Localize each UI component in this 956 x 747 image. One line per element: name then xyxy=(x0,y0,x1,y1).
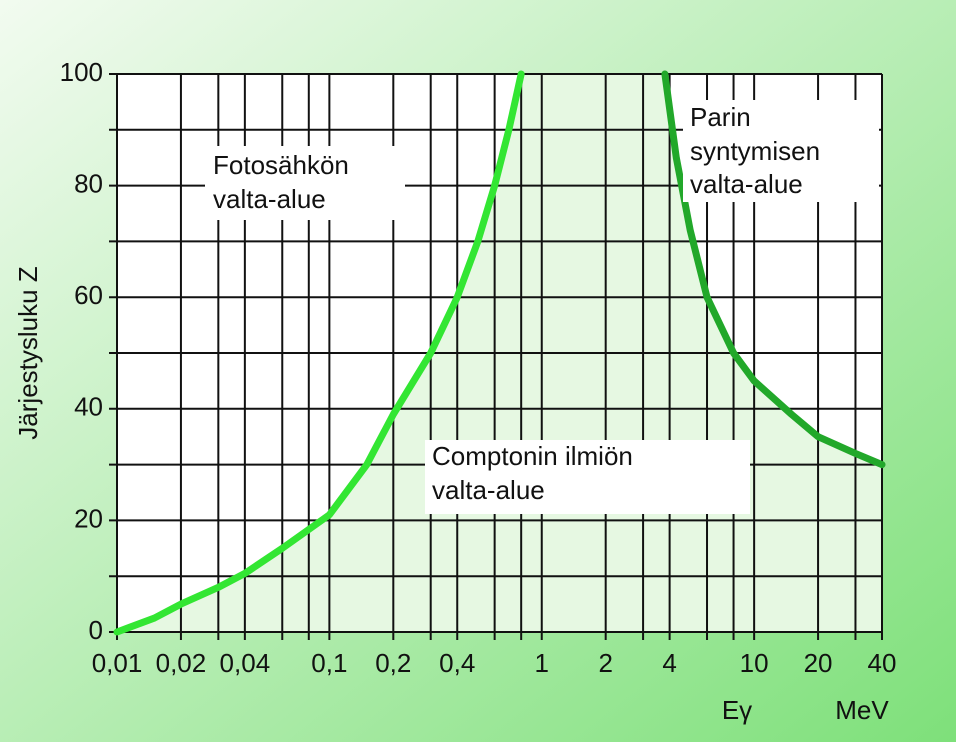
y-tick-label: 80 xyxy=(74,168,103,198)
y-tick-label: 0 xyxy=(89,615,103,645)
annotation: syntymisen xyxy=(690,136,820,166)
annotation: Parin xyxy=(690,102,751,132)
label-box xyxy=(205,146,405,220)
x-tick-label: 0,01 xyxy=(92,648,143,678)
x-axis-label: Eγ xyxy=(722,695,752,725)
x-tick-label: 0,04 xyxy=(220,648,271,678)
x-tick-label: 10 xyxy=(740,648,769,678)
label-box xyxy=(425,440,750,514)
x-tick-label: 0,2 xyxy=(375,648,411,678)
y-tick-label: 60 xyxy=(74,280,103,310)
x-tick-label: 2 xyxy=(598,648,612,678)
annotation: Fotosähkön xyxy=(213,150,349,180)
x-tick-label: 0,1 xyxy=(311,648,347,678)
x-tick-label: 20 xyxy=(804,648,833,678)
x-axis-unit: MeV xyxy=(835,695,889,725)
y-tick-label: 40 xyxy=(74,392,103,422)
annotation: valta-alue xyxy=(690,169,803,199)
annotation: valta-alue xyxy=(213,184,326,214)
x-tick-label: 0,02 xyxy=(156,648,207,678)
y-axis-label: Järjestysluku Z xyxy=(13,266,43,439)
x-tick-label: 40 xyxy=(868,648,897,678)
curve xyxy=(113,70,525,636)
y-tick-label: 100 xyxy=(60,57,103,87)
x-tick-label: 4 xyxy=(662,648,676,678)
x-tick-label: 1 xyxy=(535,648,549,678)
label-box xyxy=(683,100,879,202)
annotation: valta-alue xyxy=(432,475,545,505)
y-tick-label: 20 xyxy=(74,503,103,533)
annotation: Comptonin ilmiön xyxy=(432,441,633,471)
x-tick-label: 0,4 xyxy=(439,648,475,678)
